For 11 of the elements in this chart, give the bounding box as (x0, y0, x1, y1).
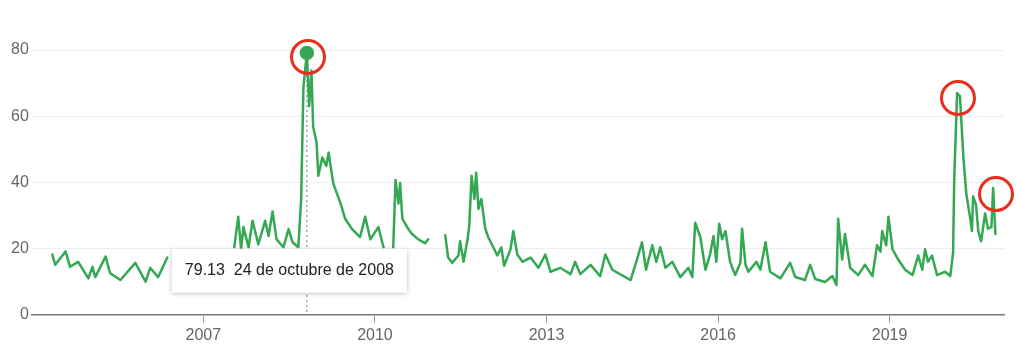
y-tick-label: 20 (11, 239, 29, 257)
y-tick-label: 80 (11, 40, 29, 58)
x-tick-label: 2019 (871, 325, 908, 343)
x-tick-label: 2016 (700, 325, 736, 343)
x-tick-label: 2010 (357, 325, 393, 343)
y-tick-label: 40 (11, 172, 29, 190)
x-tick-label: 2007 (185, 325, 222, 343)
x-tick-label: 2013 (528, 325, 565, 343)
y-tick-label: 0 (19, 305, 29, 323)
y-tick-label: 60 (11, 106, 29, 124)
annotation: 79.13 24 de octubre de 2008 (184, 261, 395, 279)
